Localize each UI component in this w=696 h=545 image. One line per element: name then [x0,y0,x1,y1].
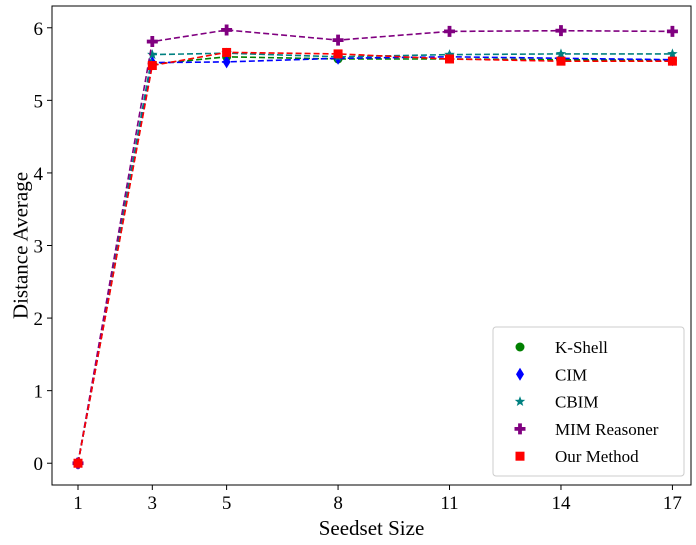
x-tick-label: 14 [551,493,571,514]
y-axis-title: Distance Average [8,172,32,319]
y-tick-label: 3 [34,237,44,258]
x-tick-label: 1 [73,493,83,514]
data-point [73,458,83,468]
data-point [444,25,456,37]
data-point [556,56,566,66]
data-point [147,49,158,60]
legend-item: MIM Reasoner [514,420,659,439]
legend-marker [515,451,525,461]
x-tick-label: 17 [663,493,682,514]
legend-marker [514,423,526,435]
data-point [667,56,677,66]
legend: K-Shell CIM CBIM MIM Reasoner Our Method [492,326,685,477]
legend-marker [514,396,526,407]
y-tick-label: 6 [34,19,44,40]
legend-label: Our Method [555,447,639,466]
x-axis-title: Seedset Size [319,516,425,540]
legend-label: CIM [555,365,587,384]
data-point [444,49,455,60]
data-point [147,61,157,71]
legend-label: K-Shell [555,338,608,357]
legend-item: K-Shell [515,338,608,357]
y-tick-label: 5 [34,91,44,112]
legend-item: CBIM [514,393,598,412]
data-point [333,49,343,59]
legend-box [492,326,685,477]
data-point [221,24,233,36]
legend-label: CBIM [555,393,598,412]
data-point [146,36,158,48]
x-tick-label: 8 [333,493,343,514]
data-point [555,48,567,59]
plot-area-frame [51,5,692,486]
series-our-method [73,47,677,468]
x-tick-label: 11 [440,493,458,514]
y-tick-label: 1 [34,382,44,403]
y-axis-ticks: 0 1 2 3 4 5 6 [34,19,52,475]
data-point [667,48,678,59]
data-point [666,25,678,37]
y-tick-label: 4 [34,164,44,185]
x-tick-label: 3 [148,493,158,514]
legend-marker [516,367,524,381]
x-axis-ticks: 1 3 5 8 11 14 17 [73,485,682,514]
series-layer [72,24,678,470]
data-point [445,54,455,64]
data-point [555,25,567,37]
data-point [222,47,232,57]
y-tick-label: 2 [34,309,44,330]
data-point [222,55,231,69]
legend-item: Our Method [515,447,639,466]
legend-item: CIM [516,365,587,384]
y-tick-label: 0 [34,454,44,475]
x-tick-label: 5 [222,493,232,514]
legend-label: MIM Reasoner [555,420,659,439]
legend-marker [515,342,525,352]
data-point [332,34,344,46]
